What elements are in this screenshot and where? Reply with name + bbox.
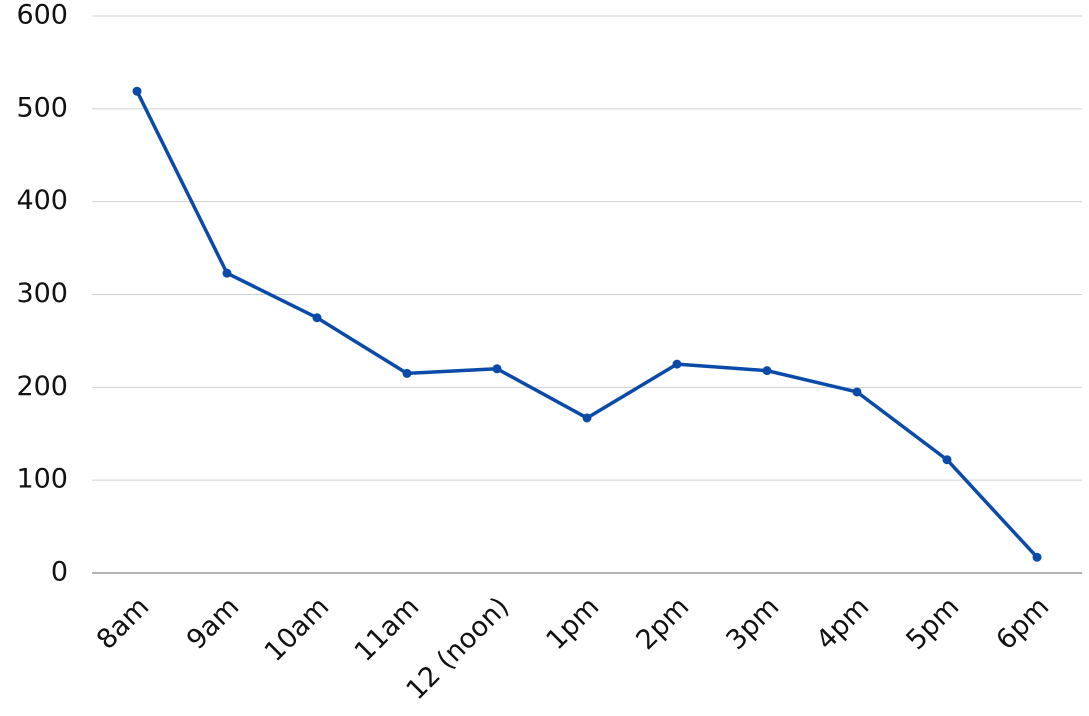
- x-tick-label: 9am: [181, 591, 245, 655]
- x-tick-label: 5pm: [900, 591, 965, 656]
- point: [402, 368, 412, 378]
- y-tick-label: 0: [51, 557, 68, 588]
- y-tick-label: 300: [16, 278, 68, 309]
- x-tick-label: 10am: [259, 591, 336, 668]
- point: [582, 413, 592, 423]
- x-tick-label: 6pm: [990, 591, 1055, 656]
- y-tick-label: 400: [16, 185, 68, 216]
- point: [942, 455, 952, 465]
- point: [672, 359, 682, 369]
- line: [135, 90, 1039, 559]
- x-tick-label: 8am: [91, 591, 155, 655]
- point: [492, 364, 502, 374]
- y-tick-label: 100: [16, 464, 68, 495]
- x-tick-label: 4pm: [810, 591, 875, 656]
- x-tick-label: 3pm: [720, 591, 785, 656]
- point: [222, 268, 232, 278]
- point: [762, 366, 772, 376]
- x-tick-label: 2pm: [630, 591, 695, 656]
- point: [132, 86, 142, 96]
- y-tick-label: 600: [16, 0, 68, 31]
- x-tick-label: 1pm: [540, 591, 605, 656]
- y-tick-label: 500: [16, 92, 68, 123]
- x-tick-label: 11am: [349, 591, 426, 668]
- point: [312, 313, 322, 323]
- point: [1032, 552, 1042, 562]
- point: [852, 387, 862, 397]
- y-tick-label: 200: [16, 371, 68, 402]
